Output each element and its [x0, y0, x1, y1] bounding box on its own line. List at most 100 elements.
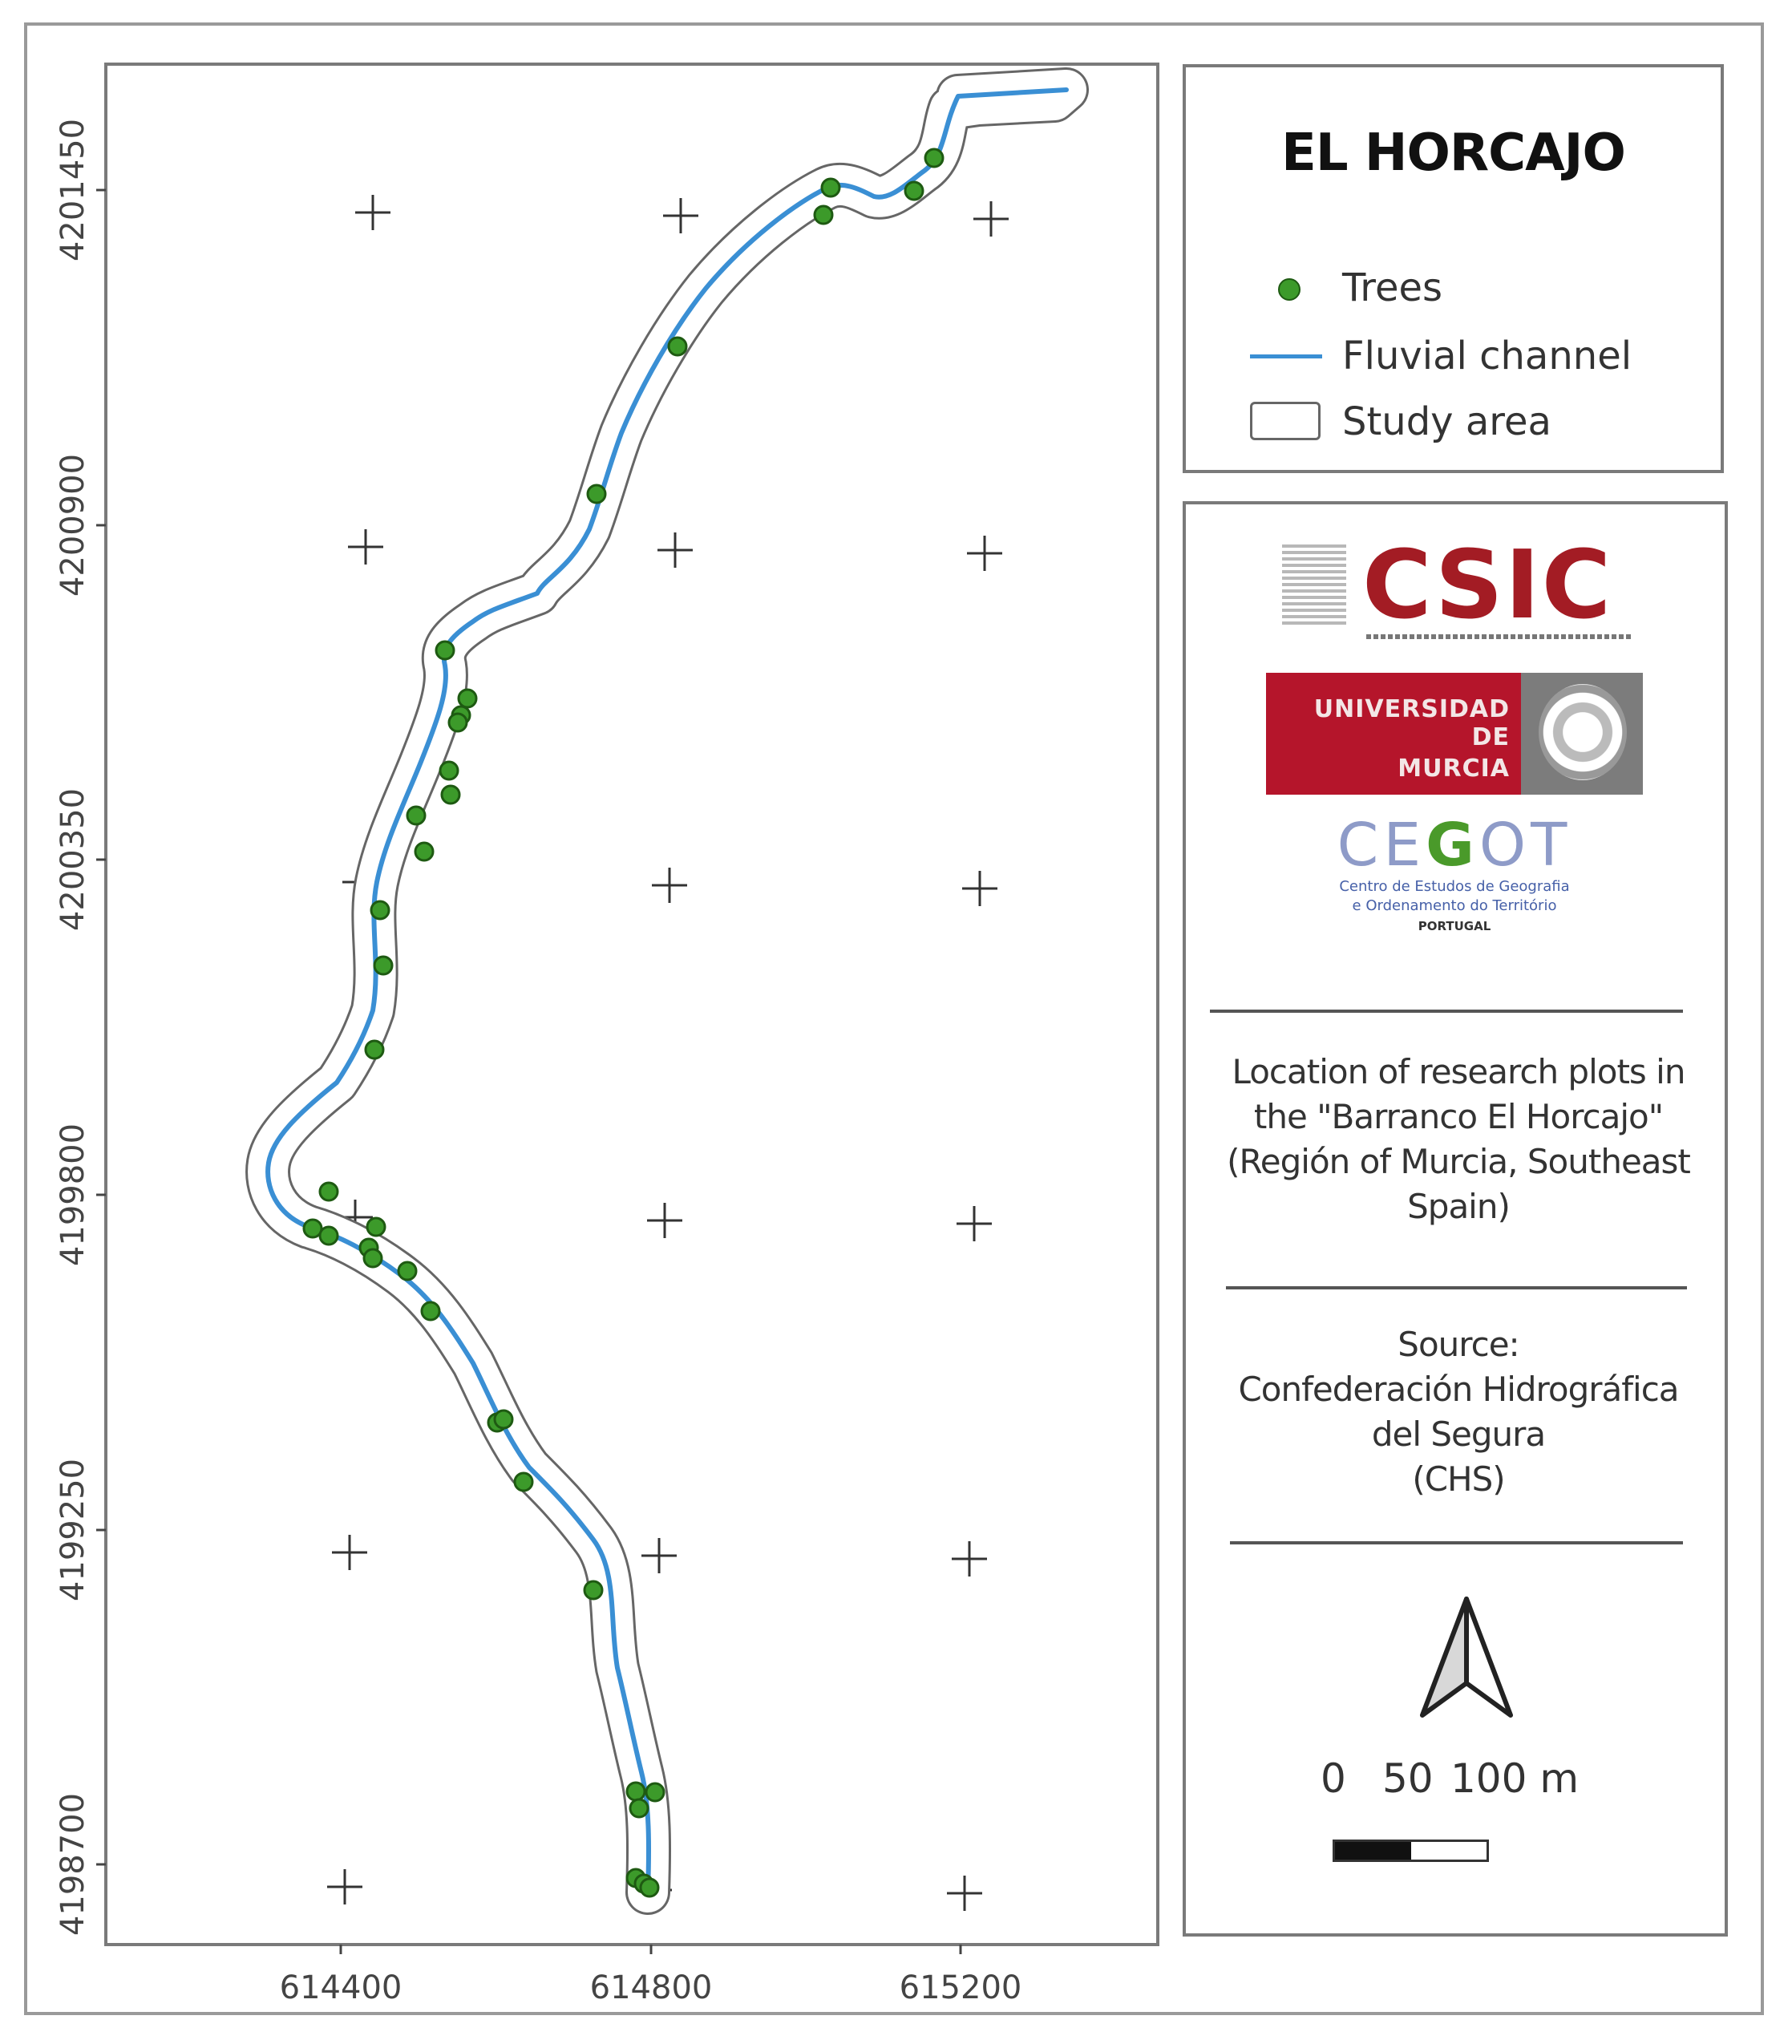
grid-cross: [641, 1538, 677, 1573]
tree-point: [924, 148, 945, 168]
cegot-wordmark: CEGOT: [1258, 813, 1651, 877]
grid-cross: [647, 1203, 682, 1238]
y-label: 4199250: [55, 1459, 91, 1601]
csic-wordmark: CSIC: [1362, 529, 1613, 640]
um-red-block: UNIVERSIDAD DE MURCIA: [1266, 673, 1521, 795]
tree-point: [318, 1181, 339, 1202]
tree-point: [302, 1218, 323, 1239]
description-line: Spain): [1407, 1187, 1511, 1226]
tree-point: [447, 712, 468, 733]
grid-cross: [947, 1876, 982, 1911]
y-label: 4199800: [55, 1123, 91, 1266]
y-label: 4200350: [55, 788, 91, 931]
grid-cross: [962, 871, 997, 906]
grid-cross: [327, 1869, 362, 1904]
grid-cross: [952, 1541, 987, 1577]
tree-point: [625, 1781, 646, 1802]
csic-subtitle-line: [1366, 634, 1631, 639]
legend-item-channel: Fluvial channel: [1246, 324, 1632, 388]
tree-point: [513, 1471, 534, 1492]
tree-points: [302, 148, 945, 1898]
scale-bar: [1333, 1840, 1489, 1862]
divider: [1230, 1541, 1683, 1544]
source-text: Source: Confederación Hidrográfica del S…: [1202, 1322, 1715, 1502]
cegot-suffix: OT: [1479, 811, 1572, 880]
source-line: Source:: [1398, 1325, 1519, 1364]
map-description: Location of research plots in the "Barra…: [1202, 1050, 1715, 1229]
scale-label-50: 50: [1382, 1755, 1434, 1802]
page-border: [24, 22, 1764, 2015]
cegot-g: G: [1426, 811, 1479, 880]
info-panel: CSIC UNIVERSIDAD DE MURCIA CEGOT Centro …: [1183, 501, 1728, 1937]
tree-point: [397, 1261, 418, 1281]
tree-point: [366, 1216, 386, 1237]
y-axis-labels: 4201450 4200900 4200350 4199800 4199250 …: [55, 119, 91, 1936]
x-label: 614800: [590, 1969, 713, 2006]
tree-point: [362, 1248, 383, 1269]
scale-segment-black: [1335, 1842, 1411, 1860]
tree-point: [440, 784, 461, 805]
y-axis-ticks: [96, 188, 106, 1866]
csic-logo: CSIC: [1282, 536, 1643, 649]
tree-point: [439, 760, 459, 781]
grid-cross: [663, 198, 698, 233]
cegot-sub2: e Ordenamento do Território: [1352, 897, 1557, 914]
legend-item-label: Fluvial channel: [1342, 334, 1632, 378]
grid-cross: [332, 1535, 367, 1570]
grid-cross: [973, 201, 1009, 237]
tree-point-icon: [1246, 264, 1326, 312]
legend-panel: EL HORCAJO Trees Fluvial channel Study a…: [1183, 64, 1724, 473]
legend-item-label: Trees: [1342, 265, 1443, 310]
source-line: (CHS): [1412, 1459, 1505, 1499]
cegot-logo: CEGOT Centro de Estudos de Geografia e O…: [1258, 813, 1651, 933]
tree-point: [583, 1580, 604, 1601]
divider: [1210, 1010, 1683, 1013]
tree-point: [364, 1039, 385, 1060]
tree-point: [435, 640, 455, 661]
legend-item-trees: Trees: [1246, 256, 1442, 320]
scale-label-100: 100 m: [1450, 1755, 1580, 1802]
tree-point: [586, 484, 607, 504]
cegot-sub1: Centro de Estudos de Geografia: [1339, 878, 1570, 895]
scale-segment-white: [1410, 1842, 1487, 1860]
tree-point: [406, 805, 427, 826]
tree-point: [904, 180, 924, 201]
x-label: 615200: [900, 1969, 1022, 2006]
um-seal-icon: [1539, 684, 1627, 780]
cegot-sub3: PORTUGAL: [1418, 919, 1491, 933]
tree-point: [318, 1225, 339, 1246]
y-label: 4201450: [55, 119, 91, 261]
um-gray-block: [1521, 673, 1643, 795]
description-line: the "Barranco El Horcajo": [1253, 1097, 1664, 1136]
tree-point: [639, 1877, 660, 1898]
study-area-icon: [1246, 398, 1326, 446]
legend-title: EL HORCAJO: [1281, 123, 1626, 183]
grid-cross: [657, 532, 693, 568]
legend-item-study-area: Study area: [1246, 390, 1551, 454]
grid-cross: [957, 1206, 992, 1241]
grid-cross: [967, 536, 1002, 571]
channel-line-icon: [1246, 332, 1326, 380]
universidad-murcia-logo: UNIVERSIDAD DE MURCIA: [1266, 673, 1643, 795]
source-line: Confederación Hidrográfica: [1238, 1370, 1679, 1409]
tree-point: [645, 1782, 665, 1803]
source-line: del Segura: [1371, 1415, 1546, 1454]
tree-point: [629, 1798, 649, 1819]
divider: [1226, 1286, 1687, 1289]
scale-label-0: 0: [1321, 1755, 1346, 1802]
csic-emblem-icon: [1282, 544, 1346, 625]
x-axis-labels: 614400 614800 615200: [280, 1969, 1022, 2006]
grid-cross: [355, 195, 390, 230]
description-line: (Región of Murcia, Southeast: [1227, 1142, 1691, 1181]
legend-item-label: Study area: [1342, 399, 1551, 444]
um-line1: UNIVERSIDAD DE: [1313, 695, 1510, 751]
um-line2: MURCIA: [1398, 755, 1510, 783]
tree-point: [493, 1409, 514, 1430]
tree-point: [820, 177, 841, 198]
y-label: 4200900: [55, 454, 91, 597]
x-label: 614400: [280, 1969, 402, 2006]
grid-cross: [348, 529, 383, 565]
y-label: 4198700: [55, 1793, 91, 1936]
tree-point: [373, 955, 394, 976]
